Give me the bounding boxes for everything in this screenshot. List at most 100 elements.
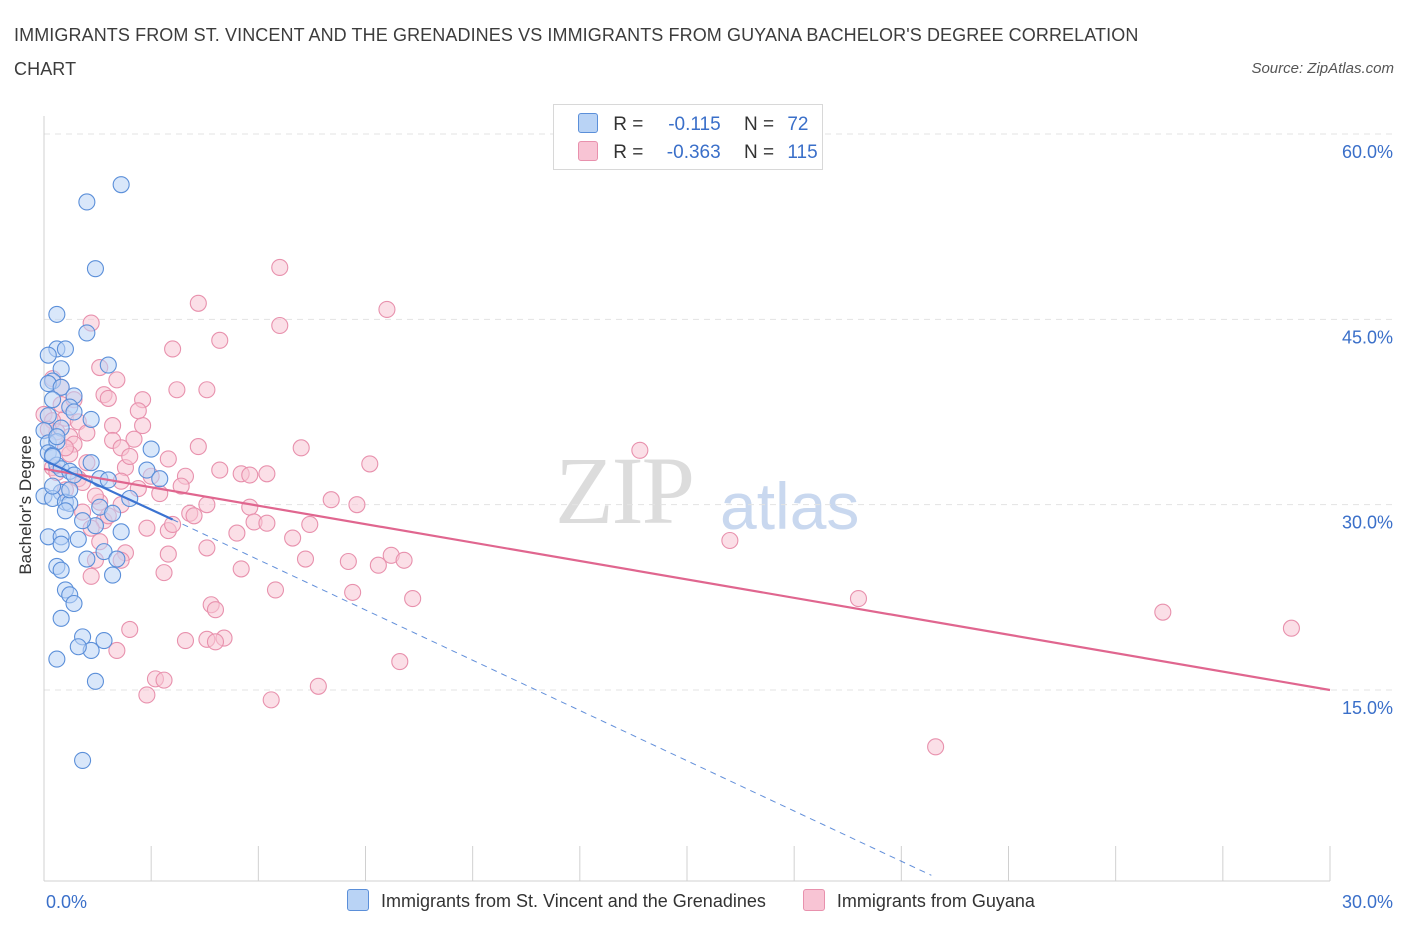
point-series2-28 — [189, 438, 207, 456]
point-series2-62 — [228, 524, 246, 542]
point-series2-69 — [296, 550, 315, 568]
point-series1-1 — [78, 193, 96, 211]
point-series2-11 — [168, 381, 186, 399]
point-series2-64 — [721, 531, 739, 550]
point-series2-71 — [395, 551, 413, 569]
point-series2-57 — [258, 514, 276, 532]
point-series1-14 — [44, 391, 62, 409]
series-legend-swatch-1 — [347, 889, 369, 911]
point-series2-111 — [129, 402, 147, 420]
point-series1-71 — [52, 535, 70, 553]
point-series1-64 — [56, 502, 74, 520]
point-series2-12 — [198, 381, 216, 399]
point-series2-9 — [108, 371, 126, 389]
x-tick-label-0: 0.0% — [46, 892, 87, 912]
legend-row-series2: R = -0.363 N = 115 — [578, 141, 818, 165]
point-series1-44 — [95, 543, 113, 561]
y-tick-label-2: 45.0% — [1342, 327, 1393, 347]
trend-line-series1-extension — [172, 519, 932, 876]
point-series2-81 — [404, 590, 422, 608]
legend-n-value-series1: 72 — [787, 114, 809, 135]
point-series2-84 — [1154, 603, 1172, 621]
point-series2-95 — [309, 677, 327, 695]
point-series2-60 — [138, 519, 156, 537]
point-series2-88 — [176, 632, 195, 650]
legend-swatch-series1 — [578, 113, 598, 133]
point-series1-69 — [121, 489, 139, 508]
point-series1-6 — [56, 340, 74, 358]
point-series1-59 — [86, 672, 104, 690]
point-series2-83 — [206, 601, 225, 619]
legend-r-label: R = — [613, 114, 644, 135]
point-series1-39 — [104, 504, 122, 522]
point-series1-58 — [48, 650, 66, 668]
point-series2-63 — [284, 529, 302, 547]
series-legend-item-1: Immigrants from St. Vincent and the Gren… — [347, 889, 766, 912]
point-series2-1 — [378, 300, 396, 318]
point-series2-80 — [849, 590, 868, 608]
point-series2-98 — [927, 738, 945, 756]
point-series2-79 — [344, 583, 362, 601]
legend-r-value-series2: -0.363 — [666, 142, 721, 163]
point-series1-45 — [108, 550, 126, 568]
watermark-zip: ZIP — [555, 437, 695, 544]
point-series2-97 — [262, 691, 280, 709]
trend-line-series1 — [43, 459, 174, 521]
point-series2-30 — [631, 441, 649, 459]
point-series2-75 — [232, 560, 250, 578]
point-series1-29 — [138, 461, 156, 479]
point-series1-0 — [112, 176, 130, 194]
point-series1-2 — [86, 260, 104, 278]
series-legend-swatch-2 — [802, 889, 825, 911]
point-series1-65 — [48, 428, 66, 446]
point-series1-62 — [61, 481, 79, 499]
point-series2-66 — [159, 545, 177, 563]
point-series2-14 — [99, 389, 117, 407]
x-tick-label-1: 30.0% — [1342, 892, 1393, 912]
correlation-legend: R = -0.115 N = 72 R = -0.363 N = 115 — [553, 104, 823, 170]
point-series1-7 — [39, 346, 57, 364]
source-label: Source: ZipAtlas.com — [1251, 60, 1394, 77]
point-series1-12 — [52, 378, 70, 396]
y-tick-label-1: 30.0% — [1342, 513, 1393, 533]
point-series2-74 — [369, 556, 387, 574]
point-series1-18 — [82, 410, 100, 428]
point-series1-66 — [82, 454, 100, 472]
legend-r-label: R = — [613, 142, 644, 163]
point-series2-92 — [391, 653, 409, 671]
point-series2-104 — [121, 447, 139, 466]
point-series2-108 — [164, 515, 182, 533]
chart-title: IMMIGRANTS FROM ST. VINCENT AND THE GREN… — [14, 25, 1139, 79]
point-series2-0 — [271, 258, 289, 276]
point-series2-31 — [159, 450, 177, 468]
watermark-atlas: atlas — [720, 469, 860, 543]
point-series1-46 — [78, 550, 96, 568]
legend-row-series1: R = -0.115 N = 72 — [578, 113, 808, 137]
point-series2-86 — [121, 620, 139, 639]
point-series1-3 — [48, 305, 66, 323]
point-series1-8 — [52, 360, 70, 378]
point-series1-16 — [65, 403, 83, 421]
legend-n-value-series2: 115 — [787, 142, 818, 163]
point-series2-58 — [301, 515, 319, 533]
y-tick-label-0: 15.0% — [1342, 698, 1393, 718]
point-series2-77 — [82, 567, 100, 585]
series-legend: Immigrants from St. Vincent and the Gren… — [347, 889, 1067, 912]
point-series2-39 — [258, 465, 276, 483]
point-series2-34 — [361, 455, 379, 473]
point-series2-96 — [138, 686, 156, 704]
series-legend-label-1: Immigrants from St. Vincent and the Gren… — [381, 891, 766, 911]
point-series1-55 — [95, 632, 113, 650]
point-series2-54 — [185, 507, 203, 525]
point-series2-3 — [271, 316, 289, 335]
legend-n-label: N = — [743, 142, 775, 163]
point-series1-53 — [52, 609, 70, 627]
point-series2-36 — [211, 461, 229, 479]
point-series2-51 — [241, 498, 259, 516]
trend-line-series2 — [43, 467, 1331, 692]
legend-r-value-series1: -0.115 — [668, 114, 721, 135]
point-series1-17 — [39, 407, 57, 425]
series-legend-item-2: Immigrants from Guyana — [802, 889, 1035, 912]
y-tick-label-3: 60.0% — [1342, 142, 1393, 162]
